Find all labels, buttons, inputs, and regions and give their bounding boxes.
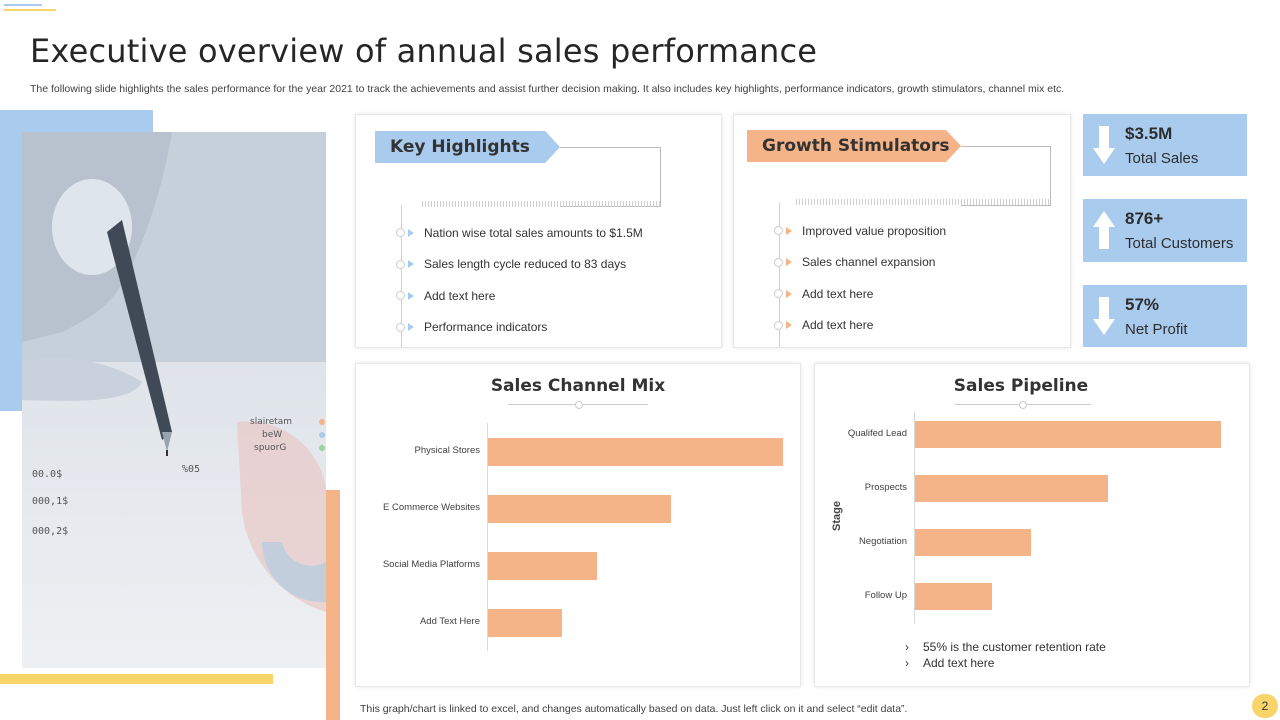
- list-item: Improved value proposition: [774, 215, 1060, 247]
- chevron-right-icon: ›: [905, 656, 909, 670]
- triangle-bullet-icon: [408, 291, 414, 300]
- bar: [488, 438, 783, 466]
- bar: [488, 552, 598, 580]
- chart-title: Sales Pipeline: [953, 376, 1089, 396]
- pipeline-note: › 55% is the customer retention rate: [905, 640, 1106, 654]
- kpi-value: 57%: [1125, 295, 1160, 314]
- decor-line-2: [4, 9, 56, 11]
- chart-title: Sales Channel Mix: [490, 376, 666, 396]
- hero-photo: 00.0$ 000,1$ 000,2$ %05 slairetam beW sp…: [22, 132, 326, 668]
- sales-pipeline-card: Sales Pipeline Stage Qualifed Lead Prospe…: [814, 363, 1250, 687]
- kpi-total-sales: $3.5M Total Sales: [1083, 114, 1247, 176]
- list-item: Add text here: [774, 278, 1060, 310]
- svg-text:beW: beW: [262, 430, 282, 440]
- bullet-dot: [774, 289, 783, 299]
- svg-text:slairetam: slairetam: [250, 417, 292, 427]
- page-subtitle: The following slide highlights the sales…: [30, 83, 1065, 95]
- pen-on-paper-illustration: 00.0$ 000,1$ 000,2$ %05 slairetam beW sp…: [22, 132, 326, 668]
- svg-text:000,1$: 000,1$: [32, 496, 68, 507]
- bar: [488, 495, 671, 523]
- bullet-dot: [396, 322, 405, 332]
- kpi-value: $3.5M: [1125, 124, 1173, 143]
- footnote: This graph/chart is linked to excel, and…: [360, 703, 908, 715]
- kpi-value: 876+: [1125, 209, 1164, 228]
- category-label: Negotiation: [858, 535, 907, 547]
- decor-line-1: [4, 4, 42, 6]
- list-item: Add text here: [774, 310, 1060, 342]
- arrow-down-icon: [1093, 126, 1115, 164]
- bar: [488, 609, 562, 637]
- category-label: E Commerce Websites: [383, 502, 480, 513]
- kpi-label: Total Sales: [1125, 150, 1199, 167]
- bullet-dot: [774, 320, 783, 330]
- triangle-bullet-icon: [786, 289, 792, 298]
- bullet-dot: [396, 291, 405, 301]
- key-highlights-card: Key Highlights Nation wise total sales a…: [355, 114, 722, 348]
- svg-text:%05: %05: [182, 464, 200, 475]
- triangle-bullet-icon: [408, 260, 414, 269]
- title-underline-dot: [575, 401, 583, 409]
- growth-stimulators-heading: Growth Stimulators: [747, 130, 961, 162]
- sales-channel-mix-card: Sales Channel Mix Physical Stores E Comme…: [355, 363, 801, 687]
- growth-stimulators-list: Improved value proposition Sales channel…: [774, 215, 1060, 342]
- key-highlights-list: Nation wise total sales amounts to $1.5M…: [396, 217, 712, 344]
- svg-text:00.0$: 00.0$: [32, 469, 62, 480]
- dashed-rule: [422, 201, 660, 207]
- triangle-bullet-icon: [786, 321, 792, 330]
- bullet-dot: [774, 257, 783, 267]
- arrow-down-icon: [1093, 297, 1115, 335]
- category-label: Social Media Platforms: [382, 559, 480, 570]
- category-label: Follow Up: [864, 589, 907, 601]
- category-label: Add Text Here: [419, 616, 480, 627]
- title-underline-dot: [1019, 401, 1027, 409]
- page-number: 2: [1252, 694, 1278, 718]
- y-axis-line: [914, 411, 915, 624]
- list-item: Add text here: [396, 280, 712, 312]
- list-item: Sales length cycle reduced to 83 days: [396, 249, 712, 281]
- list-rail: [401, 205, 402, 347]
- decor-orange-bar: [326, 490, 340, 720]
- bar: [915, 421, 1221, 448]
- triangle-bullet-icon: [786, 226, 792, 235]
- kpi-net-profit: 57% Net Profit: [1083, 285, 1247, 347]
- svg-text:000,2$: 000,2$: [32, 526, 68, 537]
- chevron-right-icon: ›: [905, 640, 909, 654]
- triangle-bullet-icon: [786, 258, 792, 267]
- y-axis-line: [487, 423, 488, 651]
- kpi-label: Total Customers: [1125, 235, 1234, 252]
- pipeline-note: › Add text here: [905, 656, 995, 670]
- bullet-dot: [396, 259, 405, 269]
- decor-yellow-bar: [0, 674, 273, 684]
- category-label: Qualifed Lead: [847, 427, 907, 439]
- key-highlights-heading: Key Highlights: [375, 131, 560, 163]
- list-item: Performance indicators: [396, 312, 712, 344]
- bar: [915, 529, 1032, 556]
- bullet-dot: [774, 226, 783, 236]
- page-title: Executive overview of annual sales perfo…: [30, 32, 818, 70]
- bar: [915, 583, 992, 610]
- dashed-rule: [796, 199, 1050, 205]
- list-item: Nation wise total sales amounts to $1.5M: [396, 217, 712, 249]
- list-rail: [779, 203, 780, 347]
- growth-stimulators-card: Growth Stimulators Improved value propos…: [733, 114, 1071, 348]
- connector-line: [560, 147, 661, 207]
- bullet-dot: [396, 228, 405, 238]
- category-label: Prospects: [864, 481, 907, 493]
- triangle-bullet-icon: [408, 323, 414, 332]
- bar: [915, 475, 1108, 502]
- svg-text:spuorG: spuorG: [254, 443, 286, 453]
- kpi-label: Net Profit: [1125, 321, 1188, 338]
- list-item: Sales channel expansion: [774, 247, 1060, 279]
- y-axis-title: Stage: [831, 501, 843, 531]
- arrow-up-icon: [1093, 211, 1115, 249]
- connector-line: [961, 146, 1051, 206]
- triangle-bullet-icon: [408, 228, 414, 237]
- category-label: Physical Stores: [414, 445, 480, 456]
- kpi-total-customers: 876+ Total Customers: [1083, 199, 1247, 262]
